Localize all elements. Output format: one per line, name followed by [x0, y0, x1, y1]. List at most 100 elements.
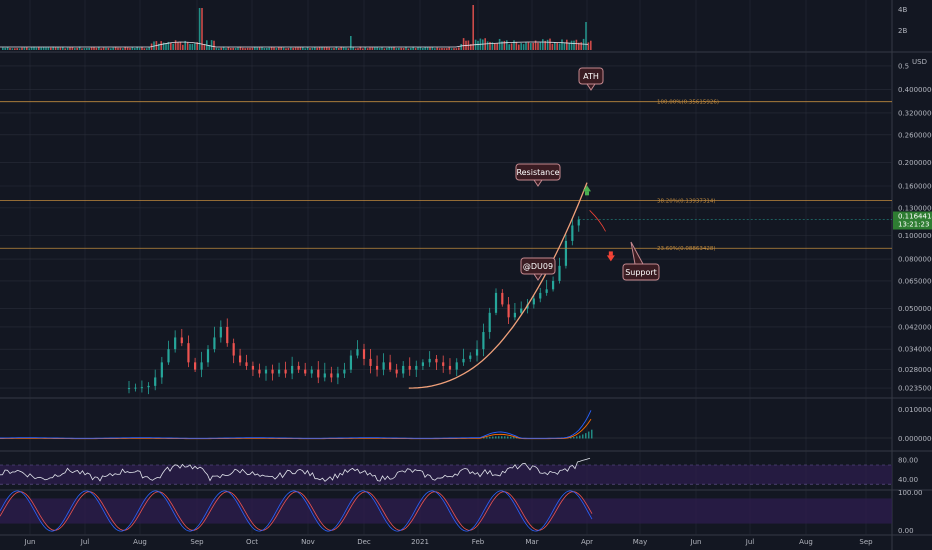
candle-body	[513, 312, 516, 318]
volume-bar	[110, 48, 112, 50]
macd-histogram-bar	[582, 434, 584, 439]
macd-histogram-bar	[513, 437, 515, 439]
current-price-value: 0.11644183	[898, 213, 932, 221]
volume-bar	[239, 46, 242, 50]
volume-bar	[105, 47, 107, 50]
callout-support: Support	[622, 241, 660, 281]
volume-bar	[568, 43, 570, 50]
price-axis[interactable]: 0.5 0.40000000 0.32000000 0.26000000 0.20000…	[893, 6, 932, 535]
callout-tip	[630, 241, 644, 265]
macd-histogram-bar	[576, 436, 578, 439]
volume-bar	[554, 42, 556, 50]
macd-tick-label: 0.01000000	[898, 406, 932, 414]
volume-bar	[357, 48, 359, 50]
volume-bar	[167, 41, 170, 50]
macd-histogram-bar	[507, 436, 509, 439]
volume-bar	[100, 48, 102, 50]
volume-bar	[230, 48, 232, 50]
time-axis[interactable]: Jun Jul Aug Sep Oct Nov Dec 2021 Feb Mar Apr May Jun…	[24, 538, 874, 546]
candle-body	[375, 365, 379, 370]
volume-bar	[354, 48, 357, 50]
projection-arrow	[589, 210, 606, 232]
volume-bar	[309, 48, 311, 50]
volume-bar	[426, 47, 429, 50]
volume-bar	[323, 47, 326, 50]
macd-histogram-bar	[483, 437, 485, 439]
volume-bar	[455, 48, 458, 50]
volume-bar	[345, 47, 347, 50]
volume-bar	[196, 42, 198, 50]
candle-body	[488, 312, 491, 333]
down-arrow-stem	[608, 251, 613, 256]
volume-bar	[544, 40, 546, 50]
candle-body	[304, 369, 307, 374]
candle-body	[507, 304, 510, 318]
volume-bar	[141, 46, 143, 50]
volume-bar	[556, 42, 558, 50]
candle-body	[271, 369, 274, 374]
volume-bar	[501, 41, 503, 50]
rsi-pane	[0, 457, 892, 485]
volume-bar	[316, 47, 318, 50]
volume-bar	[21, 47, 23, 50]
volume-bar	[374, 47, 376, 50]
volume-bar	[88, 47, 90, 50]
candle-body	[349, 355, 353, 370]
macd-histogram-bar	[486, 437, 488, 439]
volume-bar	[138, 47, 141, 50]
stoch-tick-label: 0.00	[898, 527, 914, 535]
volume-bar	[179, 42, 182, 50]
volume-bar	[508, 44, 510, 50]
macd-line	[0, 410, 592, 439]
volume-bar	[9, 47, 11, 50]
candle-body	[277, 369, 281, 374]
volume-bar	[93, 46, 95, 50]
time-tick-label: Apr	[581, 538, 593, 546]
volume-bar	[558, 43, 561, 50]
candle-body	[435, 358, 438, 363]
volume-bar	[573, 40, 575, 50]
volume-bar	[232, 47, 234, 50]
candle-body	[442, 362, 445, 366]
volume-bar	[422, 47, 424, 50]
candle-body	[389, 362, 392, 370]
volume-bar	[186, 42, 189, 50]
volume-bar	[441, 47, 443, 50]
volume-bar	[477, 40, 479, 50]
candle-body	[421, 362, 424, 366]
volume-bar	[23, 47, 26, 50]
volume-bar	[436, 47, 438, 50]
candle-body	[415, 365, 418, 370]
volume-bar	[124, 46, 126, 50]
volume-bar	[69, 47, 71, 50]
price-pane[interactable]: 100.00%(0.35615926) 38.20%(0.13937314) 23.…	[0, 100, 892, 395]
volume-bar	[520, 43, 522, 50]
volume-bar	[83, 48, 86, 50]
volume-bar	[359, 46, 362, 50]
volume-bar	[42, 46, 45, 50]
volume-bar	[429, 47, 431, 50]
volume-bar	[177, 42, 179, 50]
volume-bar	[570, 40, 573, 50]
volume-bar	[388, 46, 390, 50]
volume-bar	[378, 47, 381, 50]
volume-bar	[510, 43, 513, 50]
volume-bar	[225, 48, 227, 50]
price-tick-label: 0.08000000	[898, 256, 932, 264]
volume-bar	[242, 47, 244, 50]
time-tick-label: 2021	[411, 538, 429, 546]
volume-bar	[98, 46, 100, 50]
volume-bar	[472, 5, 474, 50]
volume-bar	[11, 48, 14, 50]
up-arrow-icon	[583, 185, 591, 192]
callout-label: Resistance	[516, 168, 559, 177]
macd-histogram-bar	[501, 436, 503, 439]
candle-body	[219, 326, 222, 338]
macd-histogram-bar	[579, 435, 581, 439]
volume-bar	[278, 47, 280, 50]
down-arrow-icon	[606, 255, 615, 262]
candle-body	[180, 337, 183, 344]
candle-body	[343, 369, 346, 374]
candle-body	[187, 343, 190, 363]
